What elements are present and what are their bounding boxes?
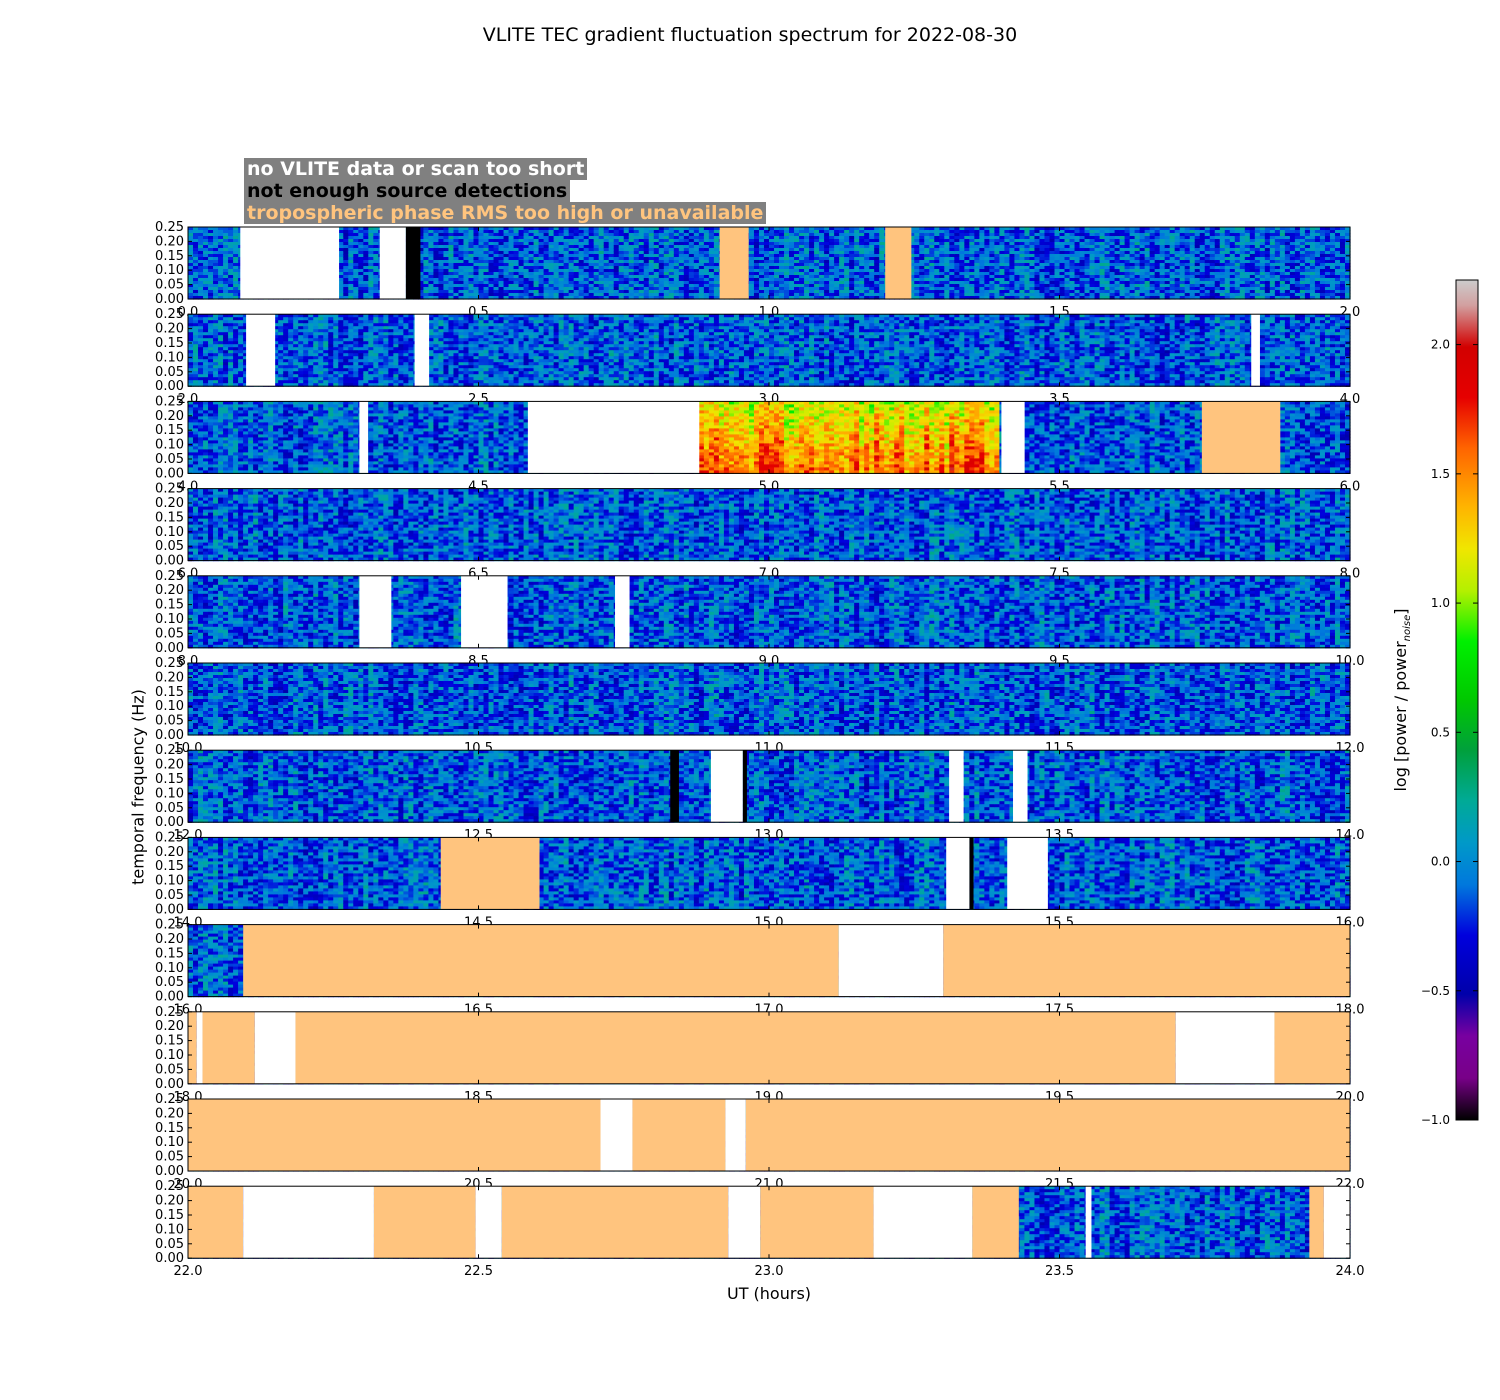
colorbar-tick-label: −0.5 (1421, 984, 1450, 998)
colorbar-tick-label: −1.0 (1421, 1113, 1450, 1127)
colorbar-tick-label: 1.0 (1431, 596, 1450, 610)
colorbar-tick-label: 1.5 (1431, 467, 1450, 481)
colorbar-tick-label: 0.5 (1431, 725, 1450, 739)
colorbar-tick-label: 0.0 (1431, 855, 1450, 869)
colorbar-gradient (1456, 280, 1478, 1120)
colorbar-tick-label: 2.0 (1431, 338, 1450, 352)
